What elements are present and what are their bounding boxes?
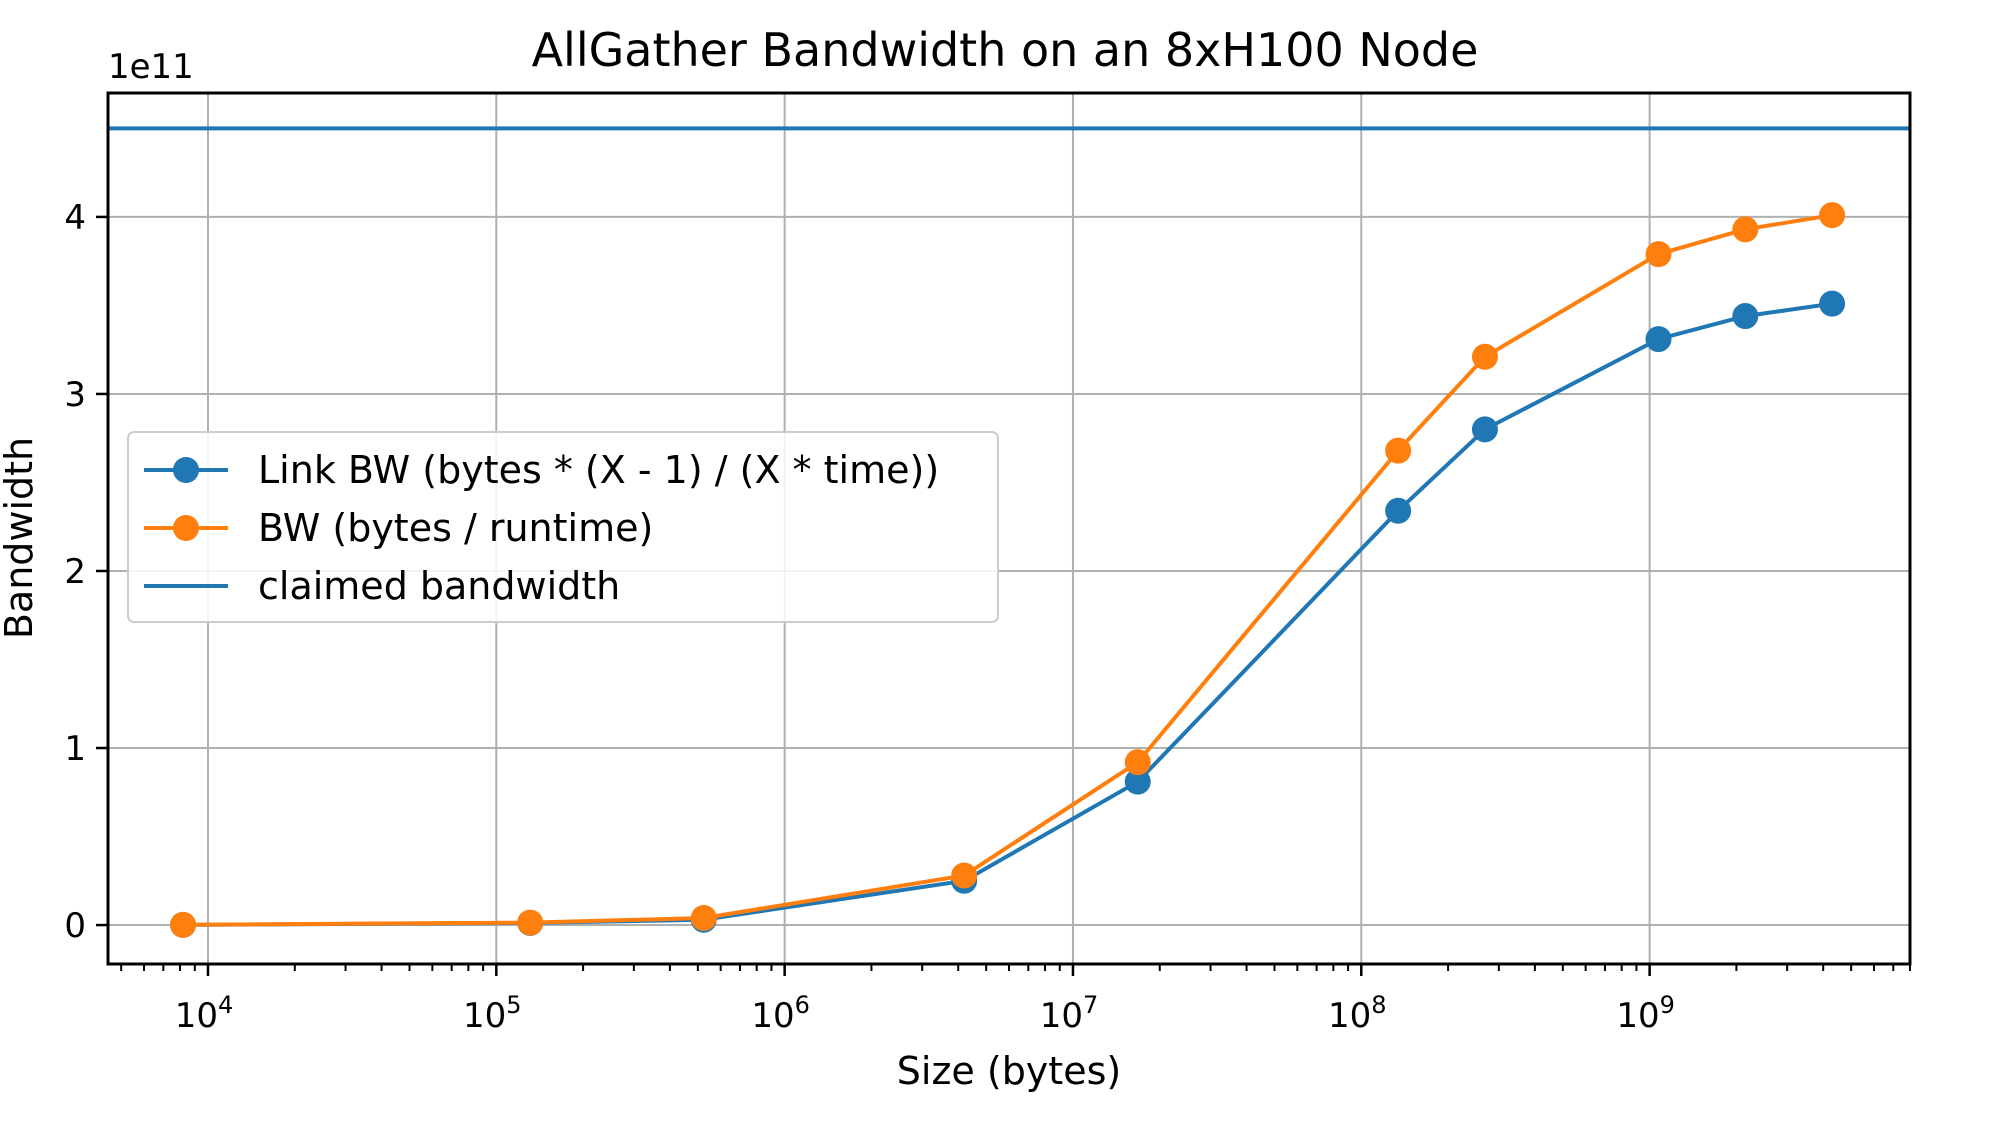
y-tick-label: 0 [64,906,86,946]
legend-label-link-bw: Link BW (bytes * (X - 1) / (X * time)) [258,448,939,492]
data-point-1 [170,911,197,938]
data-point-1 [517,909,544,936]
data-point-0 [1645,326,1672,353]
legend: Link BW (bytes * (X - 1) / (X * time)) B… [127,431,999,623]
x-tick-label: 108 [1328,991,1387,1036]
data-point-1 [1645,241,1672,268]
x-axis: 104 105 106 107 108 109 [120,964,1911,1036]
data-point-0 [1732,303,1759,330]
y-tick-label: 3 [64,375,86,415]
x-tick-label: 107 [1040,991,1099,1036]
x-tick-label: 104 [175,991,234,1036]
x-tick-label: 106 [751,991,810,1036]
legend-label-claimed-bandwidth: claimed bandwidth [258,564,620,608]
data-point-0 [1819,290,1846,317]
data-point-1 [690,904,717,931]
chart-title: AllGather Bandwidth on an 8xH100 Node [532,23,1479,77]
y-axis: 0 1 2 3 4 [64,198,108,946]
x-tick-label: 109 [1616,991,1675,1036]
x-tick-label: 105 [463,991,522,1036]
data-point-0 [1471,416,1498,443]
y-tick-label: 2 [64,552,86,592]
data-point-1 [1471,343,1498,370]
data-point-0 [1385,497,1412,524]
data-point-1 [1385,437,1412,464]
y-axis-title: Bandwidth [0,437,41,639]
legend-marker-link-bw [173,457,199,483]
y-offset-text: 1e11 [108,47,194,87]
y-tick-label: 4 [64,198,86,238]
legend-box [127,431,999,623]
series-line-1 [182,213,1833,927]
data-point-0 [1124,768,1151,795]
data-point-1 [1732,216,1759,243]
y-tick-label: 1 [64,729,86,769]
legend-label-bw: BW (bytes / runtime) [258,506,653,550]
data-point-1 [1819,202,1846,229]
series-layer [170,202,1846,938]
data-point-1 [951,862,978,889]
legend-marker-bw [173,515,199,541]
x-axis-title: Size (bytes) [897,1049,1121,1093]
data-point-1 [1124,749,1151,776]
